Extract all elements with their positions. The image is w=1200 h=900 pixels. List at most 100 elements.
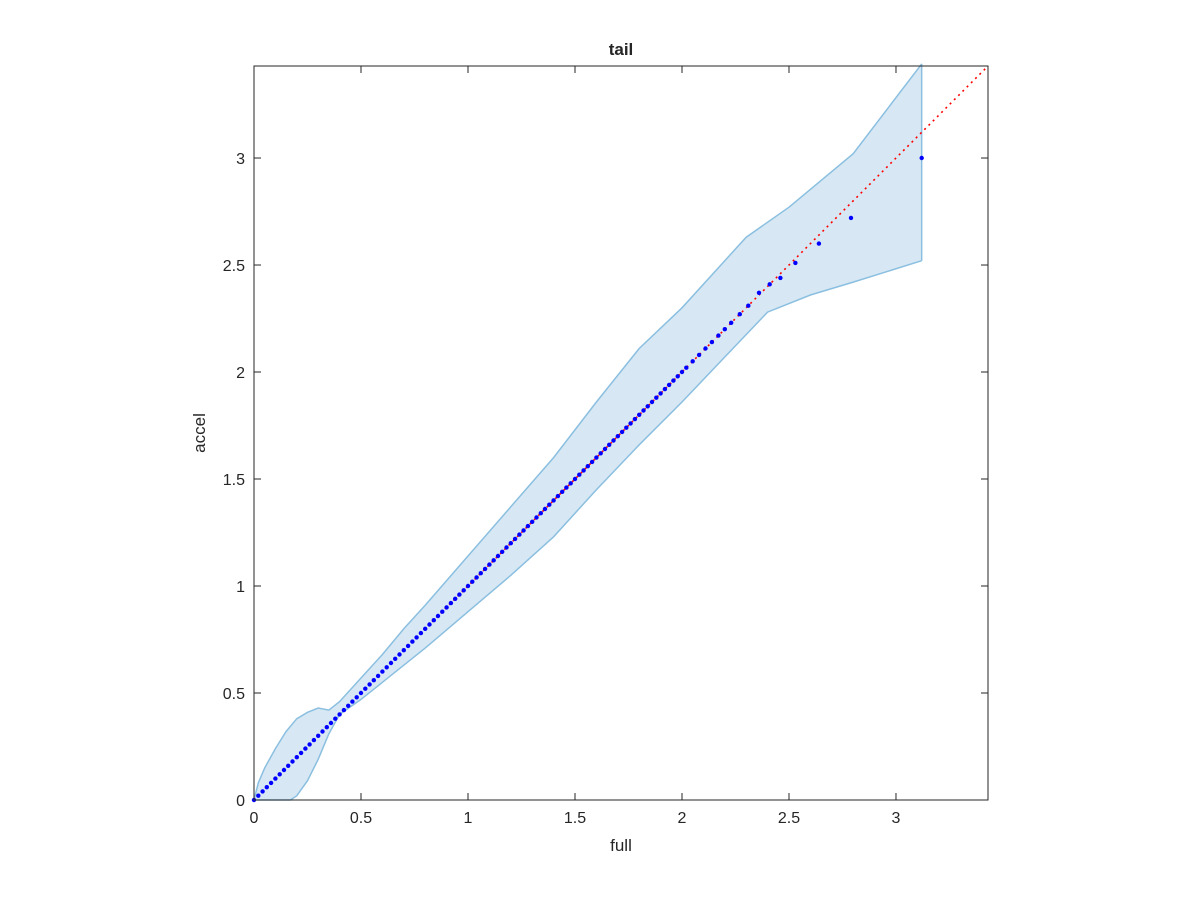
- data-point: [453, 596, 458, 601]
- x-tick-label: 2: [678, 810, 687, 827]
- data-point: [521, 528, 526, 533]
- data-point: [448, 600, 454, 606]
- x-tick-label: 1: [464, 810, 473, 827]
- data-point: [615, 434, 620, 439]
- reference-line-layer: [253, 65, 989, 801]
- data-point: [607, 442, 612, 447]
- data-point: [341, 707, 347, 713]
- data-point: [645, 404, 650, 409]
- data-point: [919, 155, 924, 161]
- data-point: [256, 793, 261, 798]
- data-point: [414, 635, 419, 640]
- data-point: [363, 686, 368, 691]
- data-point: [358, 690, 364, 696]
- axes-box: [253, 65, 989, 801]
- data-point: [662, 386, 668, 392]
- data-point: [611, 438, 616, 443]
- data-point: [628, 421, 633, 426]
- data-point: [316, 733, 321, 738]
- confidence-band-fill: [254, 63, 922, 800]
- data-point: [470, 579, 475, 584]
- data-point: [431, 618, 436, 623]
- data-points-layer: [251, 155, 924, 803]
- data-point: [564, 485, 569, 490]
- data-point: [547, 502, 552, 507]
- data-point: [722, 327, 727, 332]
- y-tick-label: 2: [236, 365, 245, 382]
- data-point: [337, 712, 342, 717]
- data-point: [619, 429, 625, 435]
- data-point: [328, 720, 334, 726]
- data-point: [572, 476, 578, 482]
- data-point: [679, 369, 685, 375]
- data-point: [324, 725, 329, 730]
- data-point: [538, 511, 543, 516]
- x-tick-label: 2.5: [778, 810, 800, 827]
- y-tick-label: 0.5: [223, 686, 245, 703]
- data-point: [495, 553, 501, 559]
- data-point: [294, 755, 299, 760]
- x-tick-label: 1.5: [564, 810, 586, 827]
- data-point: [482, 566, 488, 572]
- data-point: [423, 626, 428, 631]
- data-point: [530, 519, 535, 524]
- data-point: [666, 382, 672, 388]
- y-axis-label: accel: [190, 413, 209, 453]
- confidence-band-layer: [253, 63, 923, 801]
- y-tick-label: 0: [236, 793, 245, 810]
- data-point: [756, 290, 762, 295]
- data-point: [729, 320, 734, 325]
- y-tick-label: 3: [236, 151, 245, 168]
- data-point: [512, 536, 518, 542]
- data-point: [478, 571, 483, 576]
- data-point: [487, 562, 492, 567]
- data-point: [388, 660, 394, 666]
- data-point: [658, 391, 663, 396]
- x-tick-label: 0: [250, 810, 259, 827]
- data-point: [298, 750, 304, 756]
- confidence-band-lower-edge: [254, 259, 922, 801]
- data-point: [380, 669, 385, 674]
- data-point: [401, 648, 406, 653]
- y-tick-label: 1: [236, 579, 245, 596]
- ticks-layer: 0 0.5 1 1.5 2 2.5 3 0 0.5 1 1.5 2 2.5 3: [223, 66, 988, 827]
- data-point: [816, 241, 822, 246]
- data-point: [273, 776, 278, 781]
- data-point: [311, 737, 317, 743]
- data-point: [517, 532, 522, 537]
- data-point: [435, 613, 441, 619]
- data-point: [767, 282, 772, 287]
- data-point: [793, 260, 798, 266]
- data-point: [405, 643, 411, 649]
- data-point: [346, 703, 351, 708]
- data-point: [418, 630, 424, 636]
- data-point: [371, 678, 376, 683]
- data-point: [384, 665, 389, 670]
- data-point: [393, 656, 398, 661]
- chart-title: tail: [609, 40, 634, 59]
- data-point: [703, 346, 708, 351]
- data-point: [268, 780, 274, 786]
- data-point: [555, 493, 561, 499]
- data-point: [585, 464, 590, 469]
- data-point: [589, 459, 595, 465]
- data-point: [427, 622, 432, 627]
- data-point: [671, 378, 676, 383]
- data-point: [716, 333, 721, 338]
- data-point: [286, 763, 291, 768]
- data-point: [461, 588, 466, 593]
- data-point: [649, 399, 655, 405]
- data-point: [504, 545, 509, 550]
- data-point: [577, 472, 582, 477]
- data-point: [848, 215, 854, 221]
- data-point: [690, 359, 695, 364]
- y-tick-label: 2.5: [223, 258, 245, 275]
- data-point: [508, 541, 513, 546]
- data-point: [632, 416, 638, 422]
- data-point: [542, 506, 548, 512]
- data-point: [264, 785, 269, 790]
- data-point: [778, 275, 783, 281]
- data-point: [307, 742, 312, 747]
- data-point: [303, 746, 308, 751]
- data-point: [534, 515, 539, 520]
